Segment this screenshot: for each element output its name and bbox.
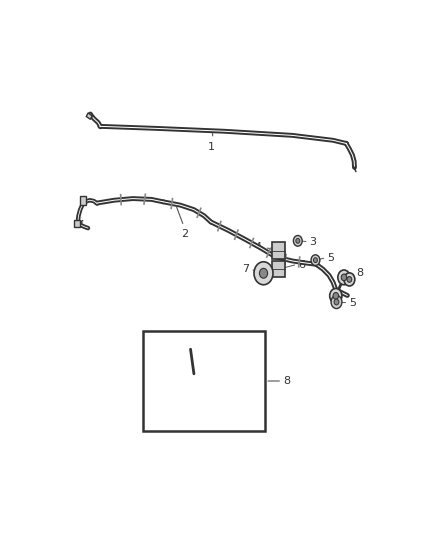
Circle shape	[341, 274, 347, 281]
Bar	[272, 242, 285, 260]
Circle shape	[186, 344, 191, 350]
Text: 5: 5	[350, 298, 357, 308]
Text: 6: 6	[298, 260, 305, 270]
Text: 2: 2	[181, 229, 189, 239]
Bar	[80, 196, 86, 205]
Circle shape	[187, 362, 201, 379]
Circle shape	[331, 295, 342, 309]
Circle shape	[338, 270, 350, 285]
Bar	[272, 261, 285, 277]
Circle shape	[164, 348, 173, 359]
Bar	[143, 330, 265, 431]
Text: 7: 7	[242, 264, 249, 274]
Circle shape	[347, 277, 352, 282]
Text: 5: 5	[327, 253, 334, 263]
Circle shape	[183, 340, 195, 354]
Circle shape	[191, 367, 197, 374]
Circle shape	[254, 262, 273, 285]
Circle shape	[334, 299, 339, 305]
Circle shape	[187, 375, 197, 387]
Circle shape	[296, 238, 300, 243]
Text: 8: 8	[356, 268, 363, 278]
Text: 4: 4	[254, 243, 261, 253]
Circle shape	[314, 258, 318, 263]
Circle shape	[259, 268, 268, 278]
Circle shape	[311, 255, 320, 265]
Circle shape	[344, 273, 355, 286]
Text: 8: 8	[283, 376, 290, 386]
Text: 1: 1	[208, 142, 215, 151]
Bar	[86, 113, 92, 119]
Text: 3: 3	[310, 237, 317, 247]
Circle shape	[330, 288, 342, 303]
Bar	[74, 220, 80, 227]
Circle shape	[333, 293, 339, 299]
Circle shape	[190, 378, 194, 384]
Circle shape	[293, 236, 302, 246]
Circle shape	[166, 351, 171, 356]
